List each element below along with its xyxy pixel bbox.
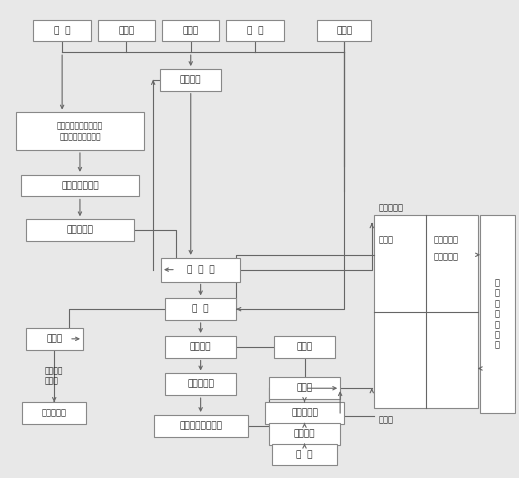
Text: 脉冲除尘: 脉冲除尘 bbox=[180, 76, 201, 85]
Bar bbox=[265, 402, 344, 424]
Text: 中低碳锰铁: 中低碳锰铁 bbox=[291, 409, 318, 417]
Text: 精整破碎: 精整破碎 bbox=[190, 342, 211, 351]
Text: 矿  热  炉: 矿 热 炉 bbox=[187, 265, 214, 274]
Bar bbox=[374, 215, 477, 408]
Text: 厂与厂之
间循环: 厂与厂之 间循环 bbox=[44, 366, 63, 386]
Bar bbox=[154, 415, 248, 437]
Text: 水冲渣: 水冲渣 bbox=[46, 334, 62, 343]
Bar bbox=[22, 402, 86, 424]
Bar bbox=[21, 175, 139, 196]
Text: 烧结机烧结成块: 烧结机烧结成块 bbox=[61, 181, 99, 190]
Bar bbox=[160, 69, 222, 91]
Text: 焦  炭: 焦 炭 bbox=[247, 26, 263, 35]
Bar bbox=[33, 20, 91, 41]
Text: 冷
却
塔
或
换
热
器: 冷 却 塔 或 换 热 器 bbox=[495, 278, 500, 350]
Text: 破碎装袋: 破碎装袋 bbox=[294, 429, 315, 438]
Text: 烧结矿: 烧结矿 bbox=[118, 26, 134, 35]
Text: 钢  厂: 钢 厂 bbox=[296, 450, 313, 459]
Bar bbox=[25, 219, 134, 241]
Text: 冷却水: 冷却水 bbox=[379, 415, 394, 424]
Text: 渣铁、铁粉: 渣铁、铁粉 bbox=[187, 380, 214, 389]
Text: 白云石: 白云石 bbox=[336, 26, 352, 35]
Text: 富锰渣: 富锰渣 bbox=[183, 26, 199, 35]
Text: 精炼炉: 精炼炉 bbox=[296, 384, 312, 393]
Text: 锰  矿: 锰 矿 bbox=[54, 26, 71, 35]
Bar bbox=[317, 20, 371, 41]
Bar bbox=[162, 20, 220, 41]
Bar bbox=[272, 444, 337, 466]
Text: 水循环系统: 水循环系统 bbox=[433, 236, 458, 244]
Bar bbox=[165, 336, 236, 358]
Text: 水泥厂原料: 水泥厂原料 bbox=[42, 409, 67, 417]
Text: 精炼炉热水: 精炼炉热水 bbox=[433, 252, 458, 261]
Text: 矿热炉热水: 矿热炉热水 bbox=[379, 203, 404, 212]
Text: 冷却水: 冷却水 bbox=[379, 236, 394, 244]
Bar bbox=[25, 328, 83, 350]
Bar bbox=[269, 423, 340, 445]
Bar bbox=[165, 298, 236, 320]
Bar bbox=[274, 336, 335, 358]
Bar bbox=[480, 215, 515, 413]
Text: 成品烧结矿: 成品烧结矿 bbox=[66, 226, 93, 235]
Text: 浇  注: 浇 注 bbox=[193, 304, 209, 314]
Bar bbox=[165, 373, 236, 395]
Text: 碳锰渣: 碳锰渣 bbox=[296, 342, 312, 351]
Text: 配入锰矿石、石灰: 配入锰矿石、石灰 bbox=[179, 421, 222, 430]
Bar bbox=[226, 20, 284, 41]
Bar bbox=[98, 20, 155, 41]
Bar bbox=[161, 258, 240, 282]
Text: 粉尘、粉矿、植物纤维
焦粉返回矿等混合料: 粉尘、粉矿、植物纤维 焦粉返回矿等混合料 bbox=[57, 121, 103, 141]
Bar bbox=[269, 377, 340, 399]
Bar bbox=[16, 112, 144, 150]
